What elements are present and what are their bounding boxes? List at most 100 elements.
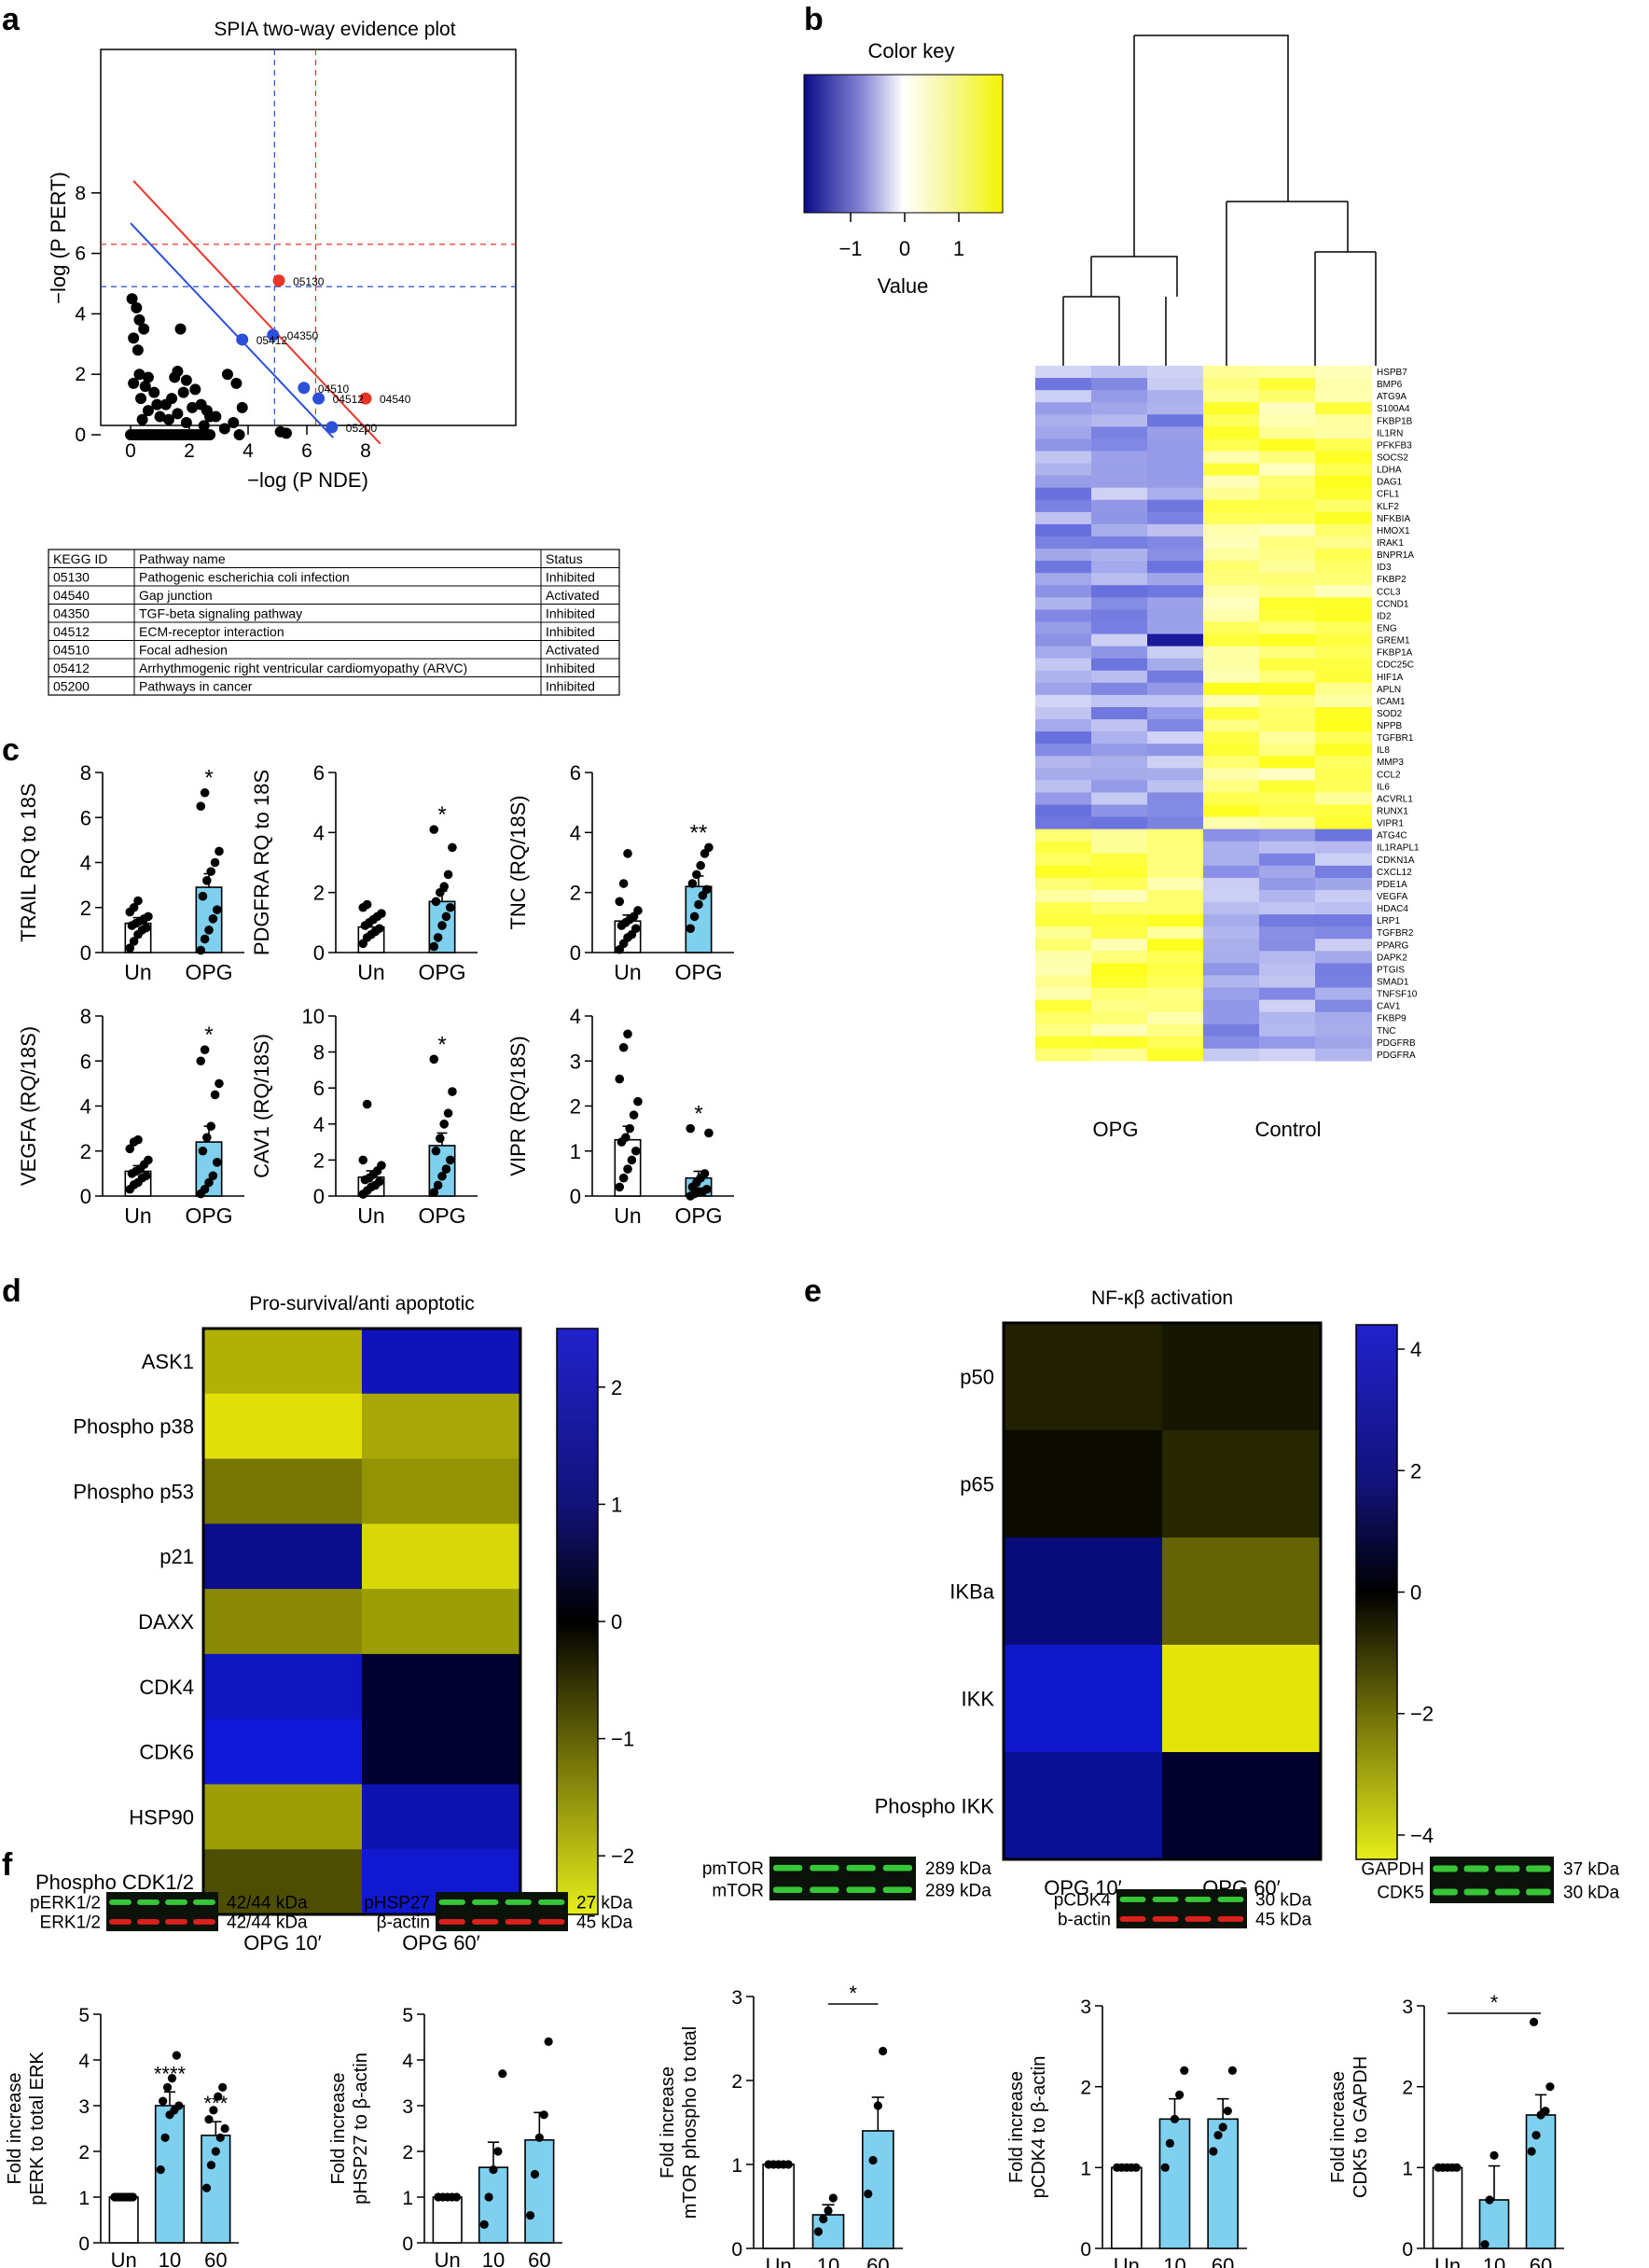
y-axis-label: mTOR phospho to total — [680, 2026, 700, 2219]
data-point — [704, 842, 714, 853]
heatmap-cell — [1315, 426, 1372, 439]
gene-label: DAPK2 — [1377, 953, 1407, 963]
y-axis-label: CDK5 to GAPDH — [1351, 2056, 1371, 2198]
spia-point — [174, 323, 187, 335]
heatmap-cell — [1035, 511, 1092, 525]
heatmap-cell — [1147, 1036, 1204, 1050]
spia-point — [151, 398, 163, 410]
blot-band — [772, 1864, 803, 1871]
heatmap-cell — [1035, 1036, 1092, 1050]
heatmap-cell — [1315, 706, 1372, 720]
heatmap-cell — [1091, 536, 1148, 550]
heatmap-cell — [1091, 1036, 1148, 1050]
y-axis-label: pCDK4 to β-actin — [1029, 2056, 1049, 2199]
heatmap-cell — [1315, 536, 1372, 550]
gene-label: CDKN1A — [1377, 856, 1415, 866]
heatmap-cell — [1147, 706, 1204, 720]
bar-60 — [1525, 2114, 1557, 2249]
heatmap-cell — [1203, 511, 1260, 525]
heatmap-frame — [201, 1327, 522, 1916]
heatmap-cell — [1203, 902, 1260, 915]
heatmap-cell — [1035, 633, 1092, 647]
heatmap-cell — [1315, 804, 1372, 818]
spia-point — [180, 417, 192, 429]
kegg-cell: 05412 — [53, 661, 90, 675]
gene-label: PDGFRA — [1377, 1051, 1416, 1061]
heatmap-cell — [1091, 828, 1148, 842]
blot-band — [1433, 1888, 1458, 1896]
heatmap-cell — [1035, 853, 1092, 867]
heatmap-cell — [1203, 1036, 1260, 1050]
data-point — [429, 941, 439, 952]
heatmap-cell — [1091, 438, 1148, 452]
blot-band — [846, 1886, 876, 1894]
heatmap-cell — [1147, 621, 1204, 635]
heatmap-row-label: p21 — [159, 1545, 194, 1568]
data-point — [544, 2037, 553, 2046]
blot-band — [1494, 1865, 1520, 1872]
heatmap-cell — [1035, 963, 1092, 976]
blot-band — [1119, 1915, 1146, 1922]
heatmap-cell — [1259, 366, 1316, 379]
data-point — [824, 2205, 833, 2216]
spia-plot-frame — [100, 49, 517, 426]
y-axis-label: Fold increase — [328, 2072, 349, 2184]
heatmap-cell — [203, 1458, 363, 1524]
heatmap-cell — [1035, 914, 1092, 927]
heatmap-cell — [1091, 841, 1148, 855]
heatmap-cell — [1203, 1048, 1260, 1062]
blot-band — [438, 1918, 465, 1925]
blot-band — [538, 1918, 565, 1925]
y-tick-label: 2 — [570, 1095, 581, 1119]
heatmap-cell — [1147, 366, 1204, 379]
data-point — [534, 2133, 544, 2142]
heatmap-frame — [1002, 1321, 1323, 1861]
heatmap-cell — [1203, 853, 1260, 867]
spia-point-04512 — [312, 392, 326, 405]
data-point — [1485, 2195, 1494, 2205]
heatmap-cell — [1259, 646, 1316, 660]
gene-label: APLN — [1377, 685, 1401, 695]
y-axis-label: Fold increase — [1006, 2071, 1027, 2183]
blot-label: mTOR — [712, 1881, 764, 1900]
heatmap-cell — [1203, 585, 1260, 598]
data-point — [445, 902, 455, 912]
heatmap-cell — [1147, 914, 1204, 927]
gene-label: NFKBIA — [1377, 514, 1410, 524]
x-category-label: 10 — [482, 2248, 505, 2268]
spia-point — [142, 371, 154, 383]
spia-point-05412 — [236, 333, 249, 346]
heatmap-cell — [1203, 828, 1260, 842]
heatmap-cell — [1035, 1011, 1092, 1025]
spia-point-label: 04512 — [333, 393, 365, 406]
heatmap-cell — [1035, 670, 1092, 684]
heatmap-cell — [1035, 987, 1092, 1001]
y-tick-label: 0 — [1080, 2239, 1091, 2261]
heatmap-cell — [1203, 999, 1260, 1013]
heatmap-cell — [1091, 475, 1148, 489]
data-point — [362, 1099, 372, 1109]
data-point — [451, 2192, 462, 2202]
heatmap-cell — [1147, 475, 1204, 489]
heatmap-cell — [1147, 438, 1204, 452]
gene-label: TNFSF10 — [1377, 990, 1418, 1000]
heatmap-cell — [1315, 621, 1372, 635]
heatmap-cell — [1091, 731, 1148, 744]
blot-band — [1494, 1888, 1520, 1896]
heatmap-cell — [1203, 561, 1260, 574]
data-point — [431, 897, 441, 907]
gene-label: TGFBR1 — [1377, 733, 1414, 744]
heatmap-cell — [1147, 828, 1204, 842]
data-point — [374, 924, 384, 934]
data-point — [618, 1173, 629, 1183]
data-point — [160, 2133, 170, 2142]
data-point — [689, 911, 700, 922]
spia-point-label: 04350 — [287, 329, 319, 342]
x-category-label: OPG — [674, 1204, 722, 1228]
data-point — [1527, 2147, 1536, 2156]
blot-band — [846, 1864, 876, 1871]
heatmap-cell — [1203, 963, 1260, 976]
spia-point — [138, 323, 150, 335]
gene-label: CXCL12 — [1377, 868, 1412, 878]
gene-heatmap-panel: Color key −1 0 1 Value HSPB7 BMP6 ATG9A S100A… — [803, 35, 1420, 1141]
